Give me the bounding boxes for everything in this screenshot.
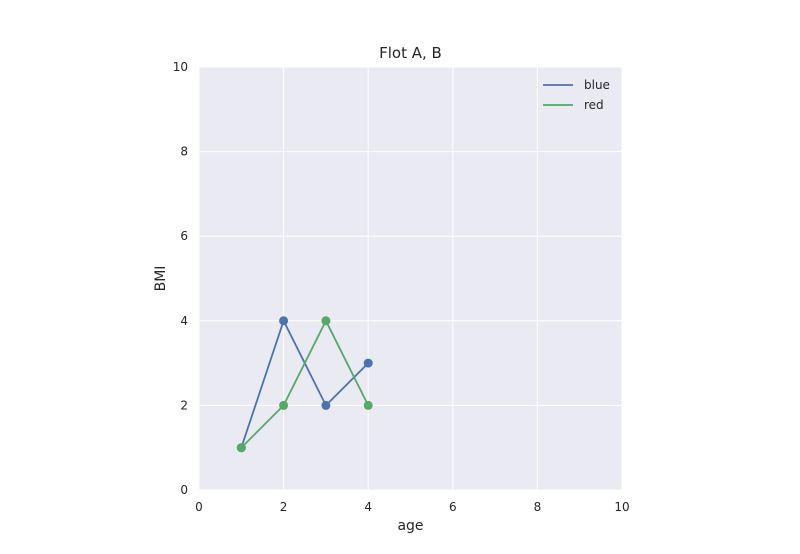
data-point-red: [363, 400, 373, 410]
series-layer: [236, 316, 373, 453]
y-tick-label: 6: [180, 229, 188, 243]
x-axis-label: age: [397, 518, 423, 534]
y-tick-label: 2: [180, 398, 188, 412]
y-tick-labels: 0 2 4 6 8 10: [173, 60, 188, 497]
x-tick-labels: 0 2 4 6 8 10: [195, 500, 629, 514]
x-tick-label: 8: [534, 500, 542, 514]
y-axis-label: BMI: [153, 266, 169, 292]
y-tick-label: 10: [173, 60, 188, 74]
series-line-red: [240, 319, 370, 449]
data-point-red: [236, 443, 246, 453]
data-point-blue: [279, 316, 289, 326]
data-point-red: [321, 316, 331, 326]
legend-label-red: red: [584, 98, 604, 112]
x-tick-label: 10: [614, 500, 629, 514]
data-point-red: [279, 400, 289, 410]
data-point-blue: [321, 400, 331, 410]
x-tick-label: 2: [280, 500, 288, 514]
y-tick-label: 4: [180, 314, 188, 328]
x-tick-label: 0: [195, 500, 203, 514]
y-tick-label: 0: [180, 483, 188, 497]
chart-legend: blue red: [543, 78, 610, 112]
x-tick-label: 6: [449, 500, 457, 514]
grid-lines: [198, 66, 623, 491]
data-point-blue: [363, 358, 373, 368]
chart-title: Flot A, B: [379, 44, 442, 62]
x-tick-label: 4: [364, 500, 372, 514]
legend-label-blue: blue: [584, 78, 610, 92]
y-tick-label: 8: [180, 145, 188, 159]
